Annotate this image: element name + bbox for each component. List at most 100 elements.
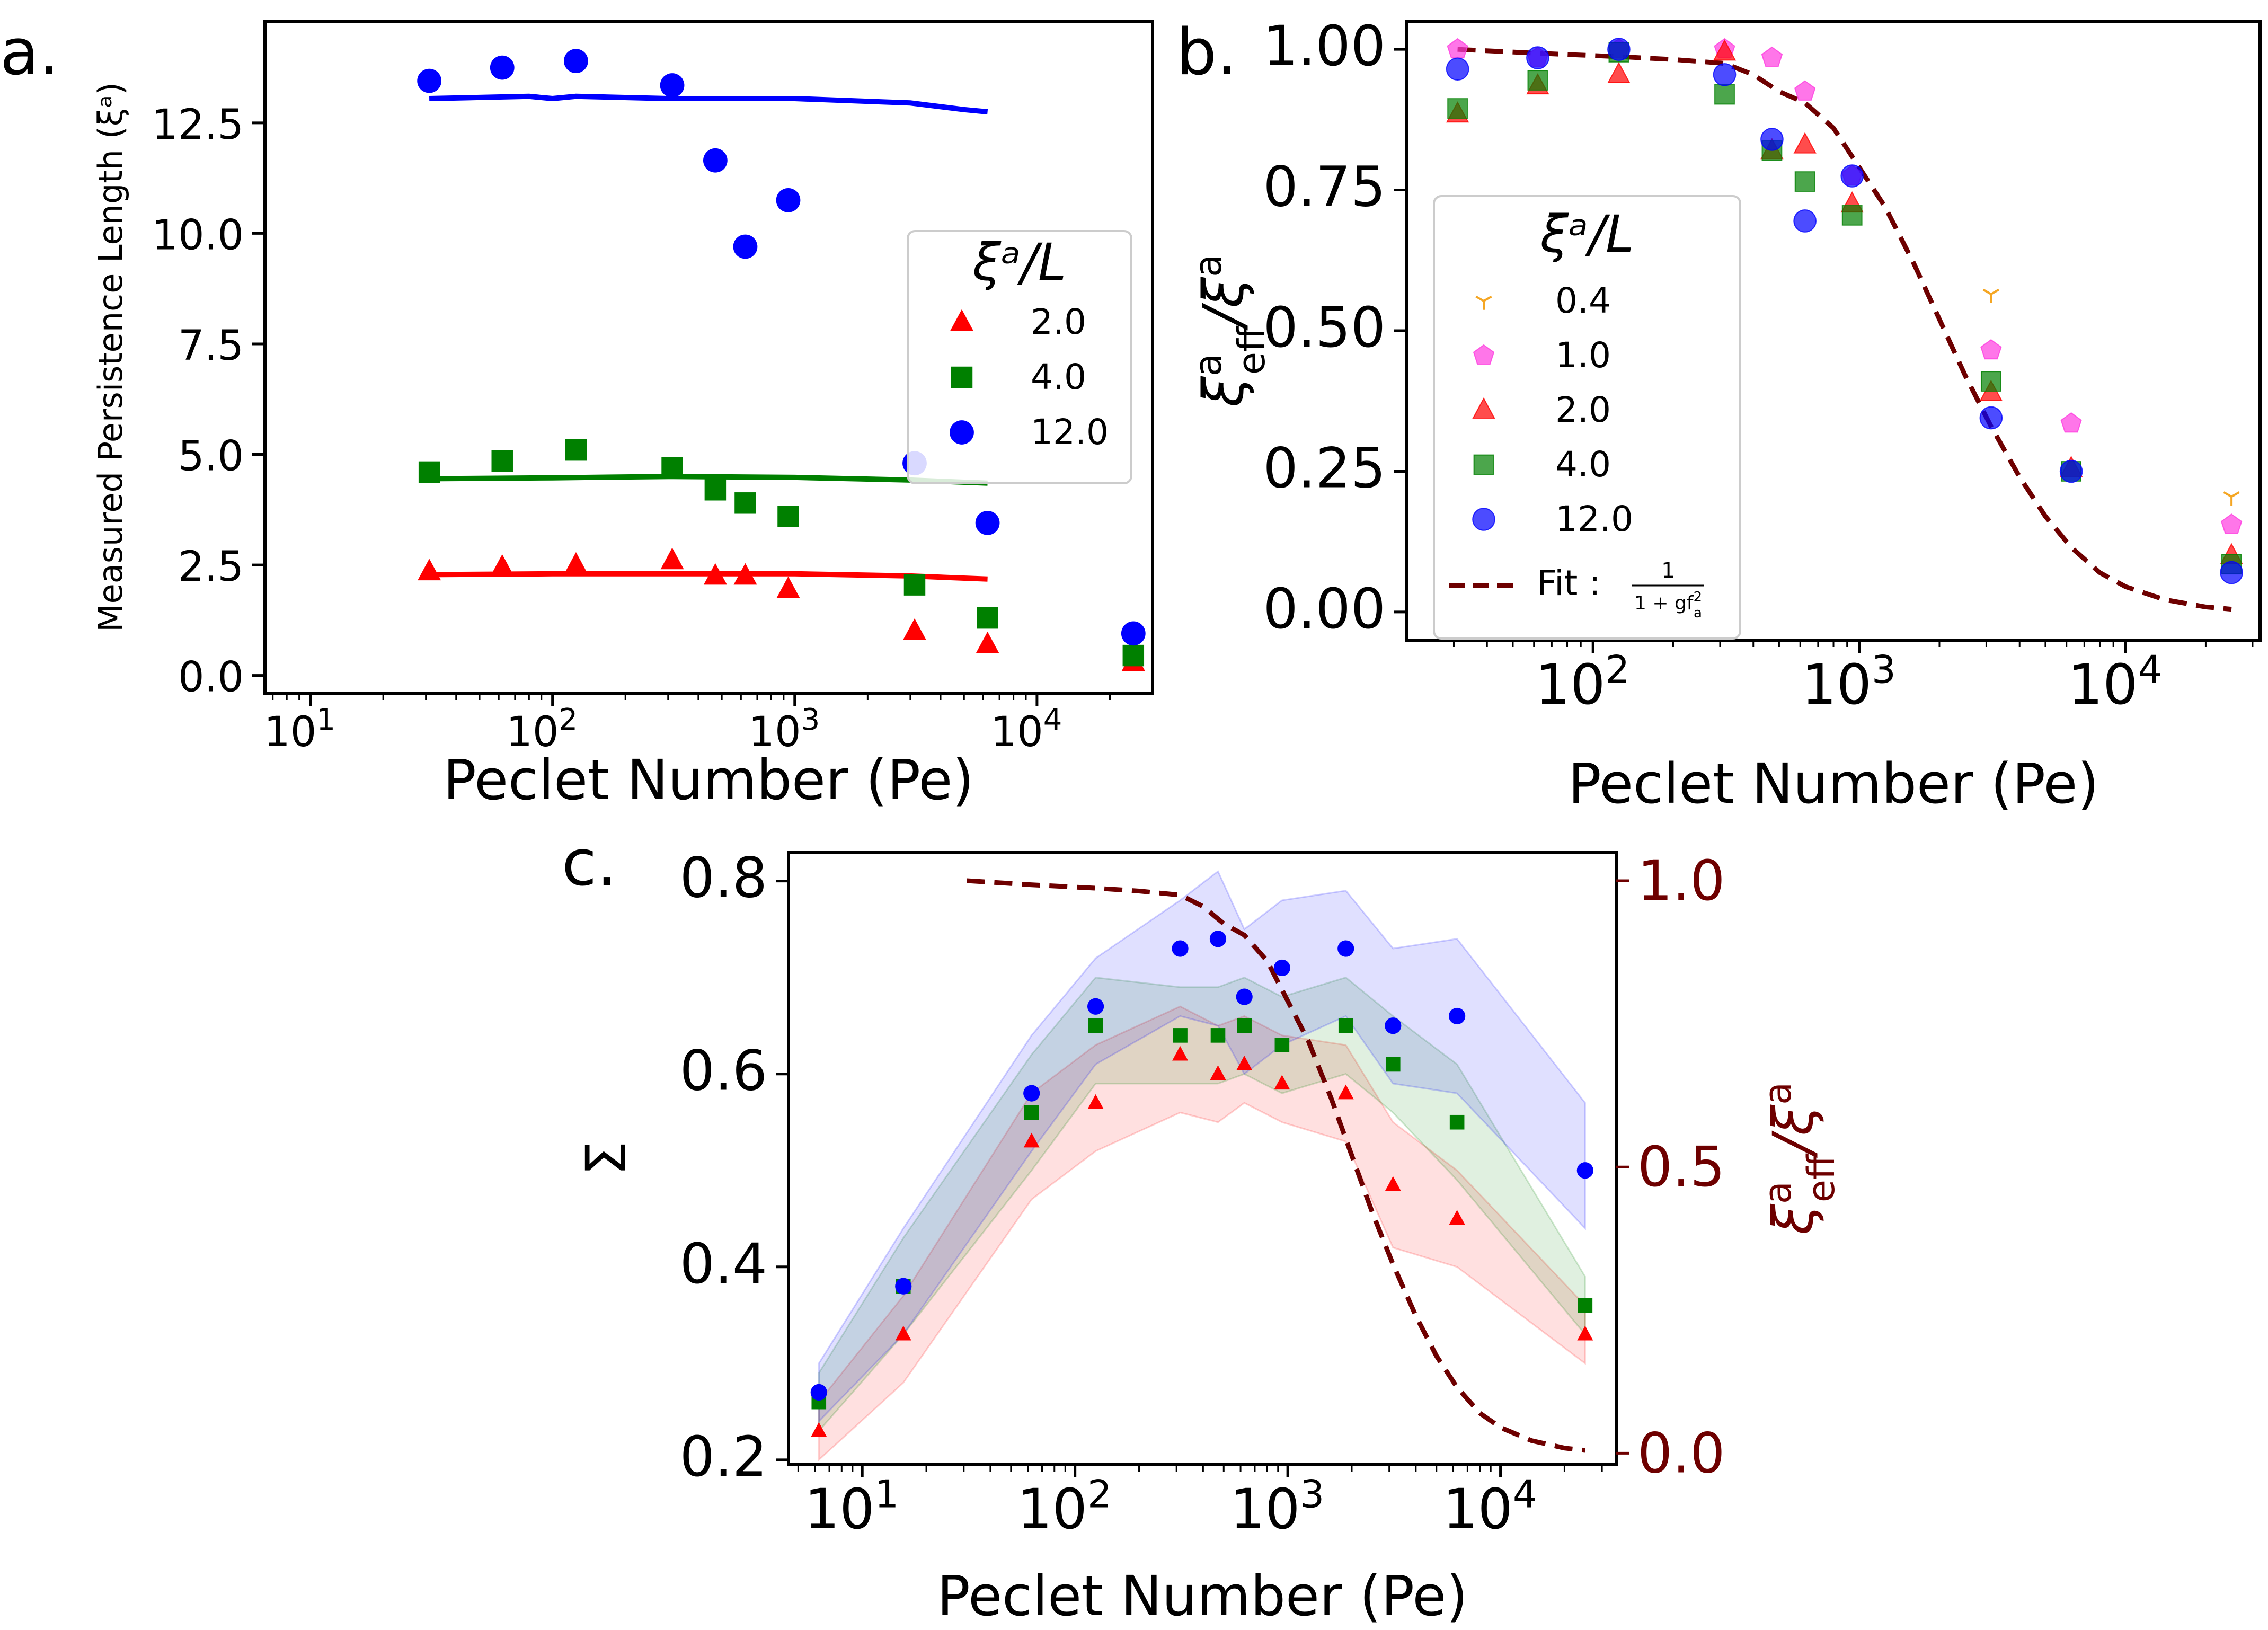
point-4.0	[1449, 1114, 1465, 1130]
legend-label-4.0: 4.0	[1031, 357, 1086, 397]
legend-marker-2.0	[950, 309, 973, 331]
legend-fit-denominator: 1 + gf2 a	[1634, 589, 1702, 621]
point-4.0	[1210, 1028, 1226, 1043]
point-12.0	[1337, 940, 1354, 957]
x-tick-label: 103	[1230, 1472, 1324, 1542]
legend-fit-label: Fit :	[1537, 563, 1601, 604]
panel-b-xlabel: Peclet Number (Pe)	[1568, 751, 2099, 816]
panel-b: b. 102 103 104 0.00 0.25 0.50 0.75 1.00 Peclet …	[1176, 14, 2262, 816]
point-2.0	[1577, 1325, 1593, 1341]
x-tick-label: 103	[748, 703, 820, 756]
point-4.0	[1338, 1018, 1353, 1033]
legend-marker-0.4	[1475, 295, 1492, 310]
point-4.0	[903, 574, 926, 596]
point-0.4	[2223, 491, 2240, 506]
point-12.0	[490, 55, 515, 80]
point-12.0	[2059, 459, 2083, 483]
panel-a-ylabel: Measured Persistence Length (ξᵃ)	[91, 82, 130, 632]
y-tick-label: 0.2	[680, 1424, 767, 1489]
legend-marker-1.0	[1473, 344, 1495, 365]
point-12.0	[417, 68, 442, 93]
point-4.0	[1794, 171, 1815, 192]
y-tick-label: 12.5	[152, 101, 244, 149]
point-12.0	[1713, 63, 1737, 86]
panel-a-frame	[263, 20, 1154, 695]
y-tick-label: 0.75	[1263, 155, 1386, 219]
point-4.0	[777, 506, 799, 527]
point-4.0	[1714, 84, 1735, 105]
point-4.0	[491, 450, 513, 472]
panel-a: a. 101 102 103 104 0.0 2.5 5.0 7.5 10.0 12.5 Pecl…	[0, 16, 1154, 812]
panel-a-letter: a.	[0, 16, 59, 90]
panel-a-legend-box	[907, 230, 1132, 484]
point-12.0	[2220, 561, 2243, 584]
point-12.0	[1979, 406, 2003, 430]
point-4.0	[661, 457, 683, 479]
point-1.0	[1980, 339, 2002, 360]
point-12.0	[1840, 164, 1864, 188]
point-12.0	[1793, 209, 1817, 233]
point-4.0	[1024, 1105, 1039, 1120]
point-2.0	[660, 547, 684, 570]
y-tick-label: 2.5	[178, 543, 244, 591]
point-1.0	[1447, 38, 1468, 59]
y-tick-label: 0.00	[1263, 577, 1386, 641]
point-12.0	[1236, 988, 1253, 1005]
point-4.0	[418, 461, 440, 483]
point-4.0	[1578, 1298, 1593, 1313]
point-2.0	[1172, 1046, 1189, 1061]
x-tick-label: 104	[2068, 647, 2162, 717]
panel-b-legend: ξᵃ/L 0.4 1.0 2.0 4.0 12.0 Fit : 1 1 + gf2 a	[1433, 195, 1741, 640]
point-1.0	[2060, 412, 2082, 433]
point-2.0	[564, 552, 588, 574]
point-12.0	[895, 1278, 912, 1295]
point-2.0	[1023, 1132, 1040, 1148]
legend-label-0.4: 0.4	[1555, 280, 1611, 321]
point-2.0	[1449, 1210, 1465, 1225]
point-12.0	[1446, 57, 1469, 81]
y-tick-label: 0.50	[1263, 295, 1386, 360]
x-tick-label: 104	[1443, 1472, 1537, 1542]
point-2.0	[1385, 1176, 1401, 1191]
legend-fit-numerator: 1	[1661, 559, 1675, 583]
point-4.0	[1088, 1018, 1103, 1033]
panel-c-xlabel: Peclet Number (Pe)	[937, 1564, 1468, 1628]
legend-marker-2.0	[1472, 397, 1495, 419]
fit-curve	[967, 878, 1585, 1453]
point-4.0	[1237, 1018, 1252, 1033]
point-12.0	[1023, 1085, 1040, 1102]
point-4.0	[704, 479, 727, 501]
svg-text:ξaeff/ξa: ξaeff/ξa	[1186, 254, 1273, 408]
y2-tick-label: 0.5	[1637, 1135, 1725, 1199]
y-tick-label: 0.4	[680, 1232, 767, 1296]
point-4.0	[1274, 1038, 1290, 1052]
point-2.0	[703, 563, 727, 585]
panel-c-letter: c.	[562, 827, 617, 900]
point-4.0	[565, 439, 587, 461]
y-tick-label: 0.25	[1263, 436, 1386, 500]
point-2.0	[1713, 39, 1737, 61]
point-12.0	[1121, 621, 1146, 646]
legend-marker-12.0	[1472, 508, 1495, 531]
point-12.0	[1209, 931, 1227, 947]
point-2.0	[811, 1422, 827, 1437]
y-tick-label: 5.0	[178, 433, 244, 481]
point-12.0	[1273, 959, 1290, 977]
point-12.0	[1576, 1162, 1593, 1179]
point-2.0	[418, 559, 441, 581]
legend-label-4.0: 4.0	[1555, 444, 1611, 485]
x-tick-label: 102	[1017, 1472, 1112, 1542]
point-2.0	[1337, 1084, 1354, 1100]
y-tick-label: 10.0	[152, 211, 244, 259]
point-1.0	[1761, 46, 1783, 67]
point-2.0	[1274, 1075, 1290, 1090]
point-4.0	[1122, 644, 1145, 667]
point-4.0	[1173, 1028, 1188, 1043]
panel-c-ylabel: Σ	[574, 1141, 639, 1176]
point-12.0	[1526, 46, 1549, 69]
point-12.0	[703, 148, 728, 173]
panel-a-legend: ξᵃ/L 2.0 4.0 12.0	[907, 230, 1132, 484]
svg-text:ξaeff/ξa: ξaeff/ξa	[1756, 1082, 1843, 1235]
x-tick-label: 103	[1802, 647, 1896, 717]
